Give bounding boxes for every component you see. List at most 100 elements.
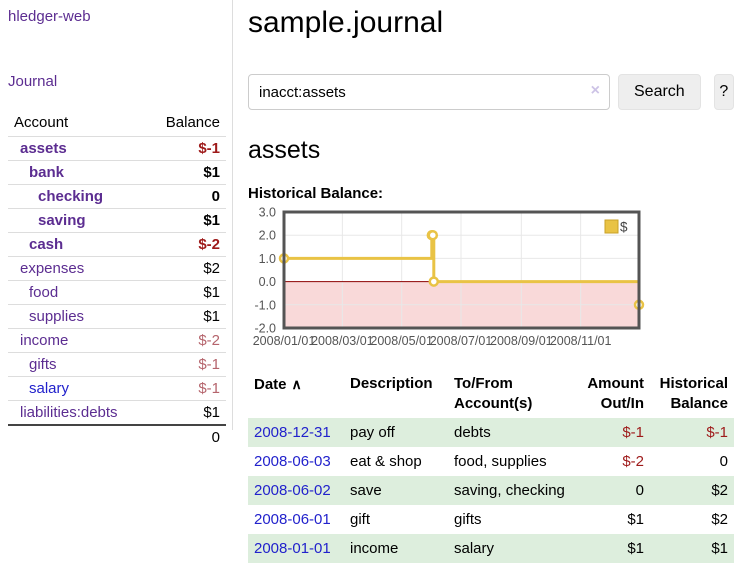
accounts-cell: debts (448, 418, 578, 447)
date-cell: 2008-06-01 (248, 505, 344, 534)
transaction-row: 2008-06-02 save saving, checking 0 $2 (248, 476, 734, 505)
x-tick-label: 2008/11/01 (550, 334, 612, 348)
account-link-liabilities-debts[interactable]: liabilities:debts (20, 404, 118, 421)
account-row: supplies $1 (8, 304, 226, 329)
chart-border (282, 210, 641, 330)
account-link-checking[interactable]: checking (38, 188, 104, 205)
account-name-cell: bank (8, 160, 147, 185)
accounts-cell: salary (448, 534, 578, 563)
account-name-cell: cash (8, 232, 147, 257)
account-link-income[interactable]: income (20, 332, 69, 349)
account-row: income $-2 (8, 328, 226, 353)
accounts-total-balance: 0 (146, 424, 226, 449)
account-row: assets $-1 (8, 136, 226, 161)
x-tick-label: 2008/05/01 (370, 334, 433, 348)
account-name-cell: checking (8, 184, 147, 209)
account-row: liabilities:debts $1 (8, 400, 226, 425)
account-link-salary[interactable]: salary (29, 380, 70, 397)
balance-cell: $2 (711, 511, 728, 528)
account-row: food $1 (8, 280, 226, 305)
account-name-cell: supplies (8, 304, 147, 329)
search-input[interactable] (248, 74, 610, 110)
account-name-cell: saving (8, 208, 147, 233)
amount-cell: 0 (578, 476, 650, 505)
account-link-food[interactable]: food (29, 284, 59, 301)
accounts-header-account: Account (14, 114, 69, 131)
help-button[interactable]: ? (713, 74, 734, 110)
account-link-supplies[interactable]: supplies (29, 308, 85, 325)
account-link-cash[interactable]: cash (29, 236, 64, 253)
transaction-date-link[interactable]: 2008-12-31 (254, 424, 331, 441)
account-row: checking 0 (8, 184, 226, 209)
date-cell: 2008-12-31 (248, 418, 344, 447)
accounts-header-balance: Balance (165, 114, 220, 131)
column-header-date[interactable]: Date ∧ (254, 376, 302, 393)
account-balance: $1 (146, 208, 226, 233)
account-link-saving[interactable]: saving (38, 212, 86, 229)
column-header-to-from: To/From Account(s) (454, 375, 533, 412)
account-name-cell: expenses (8, 256, 147, 281)
transaction-date-link[interactable]: 2008-06-02 (254, 482, 331, 499)
legend-label: $ (620, 220, 628, 235)
data-point-marker (427, 229, 439, 241)
chart-label: Historical Balance: (248, 185, 384, 202)
account-name-cell: income (8, 328, 147, 353)
transactions-table: Date ∧ Description To/From Account(s) Amount O… (248, 370, 734, 563)
account-balance: $-1 (146, 376, 226, 401)
search-input-wrapper: × (248, 74, 610, 110)
date-cell: 2008-06-02 (248, 476, 344, 505)
x-tick-label: 2008/07/01 (430, 334, 493, 348)
clear-search-icon[interactable]: × (590, 82, 600, 99)
transaction-date-link[interactable]: 2008-01-01 (254, 540, 331, 557)
transaction-date-link[interactable]: 2008-06-01 (254, 511, 331, 528)
balance-cell: 0 (719, 453, 728, 470)
amount-cell: $1 (627, 511, 644, 528)
column-header-description: Description (350, 375, 433, 392)
sidebar-accounts-body: assets $-1 bank $1 checking 0 saving $1 cash $-2 e… (8, 136, 226, 425)
account-row: saving $1 (8, 208, 226, 233)
account-balance: $1 (146, 160, 226, 185)
sidebar-item-journal[interactable]: Journal (8, 73, 58, 90)
account-row: cash $-2 (8, 232, 226, 257)
transaction-row: 2008-01-01 income salary $1 $1 (248, 534, 734, 563)
account-name-cell: food (8, 280, 147, 305)
y-tick-label: -2.0 (254, 322, 276, 336)
historical-balance-chart: 3.0 2.0 1.0 0.0 -1.0 -2.0 2008/01/01 2008/03/01… (248, 206, 734, 354)
app-title-link[interactable]: hledger-web (8, 8, 91, 25)
balance-cell: $-1 (650, 418, 734, 447)
date-cell: 2008-06-03 (248, 447, 344, 476)
column-header-amount: Amount Out/In (587, 375, 644, 412)
account-link-assets[interactable]: assets (20, 140, 67, 157)
balance-cell: $2 (650, 476, 734, 505)
data-point-marker (428, 276, 440, 287)
transactions-header: Date ∧ Description To/From Account(s) Amount O… (248, 370, 734, 418)
accounts-header-row: Account Balance (8, 110, 226, 137)
account-link-bank[interactable]: bank (29, 164, 65, 181)
accounts-cell: gifts (454, 511, 482, 528)
y-tick-label: 1.0 (259, 252, 276, 266)
x-tick-label: 2008/09/01 (490, 334, 553, 348)
account-balance: $-2 (146, 232, 226, 257)
description-cell: pay off (344, 418, 448, 447)
search-button[interactable]: Search (618, 74, 701, 110)
description-cell: eat & shop (350, 453, 422, 470)
y-tick-label: -1.0 (254, 298, 276, 312)
transactions-body: 2008-12-31 pay off debts $-1 $-1 2008-06-03 ea… (248, 418, 734, 563)
account-balance: $-1 (146, 352, 226, 377)
account-name-cell: gifts (8, 352, 147, 377)
column-header-historical: Historical Balance (659, 375, 728, 412)
date-cell: 2008-01-01 (248, 534, 344, 563)
account-link-expenses[interactable]: expenses (20, 260, 85, 277)
account-balance: $1 (146, 304, 226, 329)
sidebar: hledger-web Journal Account Balance asse… (0, 0, 233, 449)
accounts-total-row: 0 (8, 424, 226, 449)
accounts-cell: food, supplies (454, 453, 547, 470)
transaction-row: 2008-06-01 gift gifts $1 $2 (248, 505, 734, 534)
account-balance: 0 (146, 184, 226, 209)
transaction-date-link[interactable]: 2008-06-03 (254, 453, 331, 470)
description-cell: gift (350, 511, 371, 528)
account-balance: $2 (146, 256, 226, 281)
account-heading: assets (248, 136, 321, 164)
balance-cell: $1 (650, 534, 734, 563)
account-link-gifts[interactable]: gifts (29, 356, 57, 373)
